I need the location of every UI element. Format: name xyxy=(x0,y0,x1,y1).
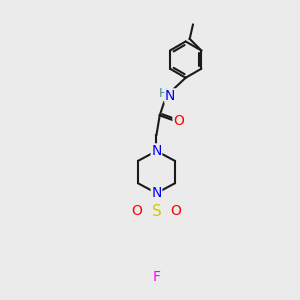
Text: O: O xyxy=(170,204,182,218)
Text: F: F xyxy=(152,270,160,284)
Text: S: S xyxy=(152,204,161,219)
Text: N: N xyxy=(151,144,162,158)
Text: H: H xyxy=(158,88,168,100)
Text: N: N xyxy=(165,89,175,103)
Text: N: N xyxy=(151,186,162,200)
Text: O: O xyxy=(173,114,184,128)
Text: O: O xyxy=(132,204,142,218)
